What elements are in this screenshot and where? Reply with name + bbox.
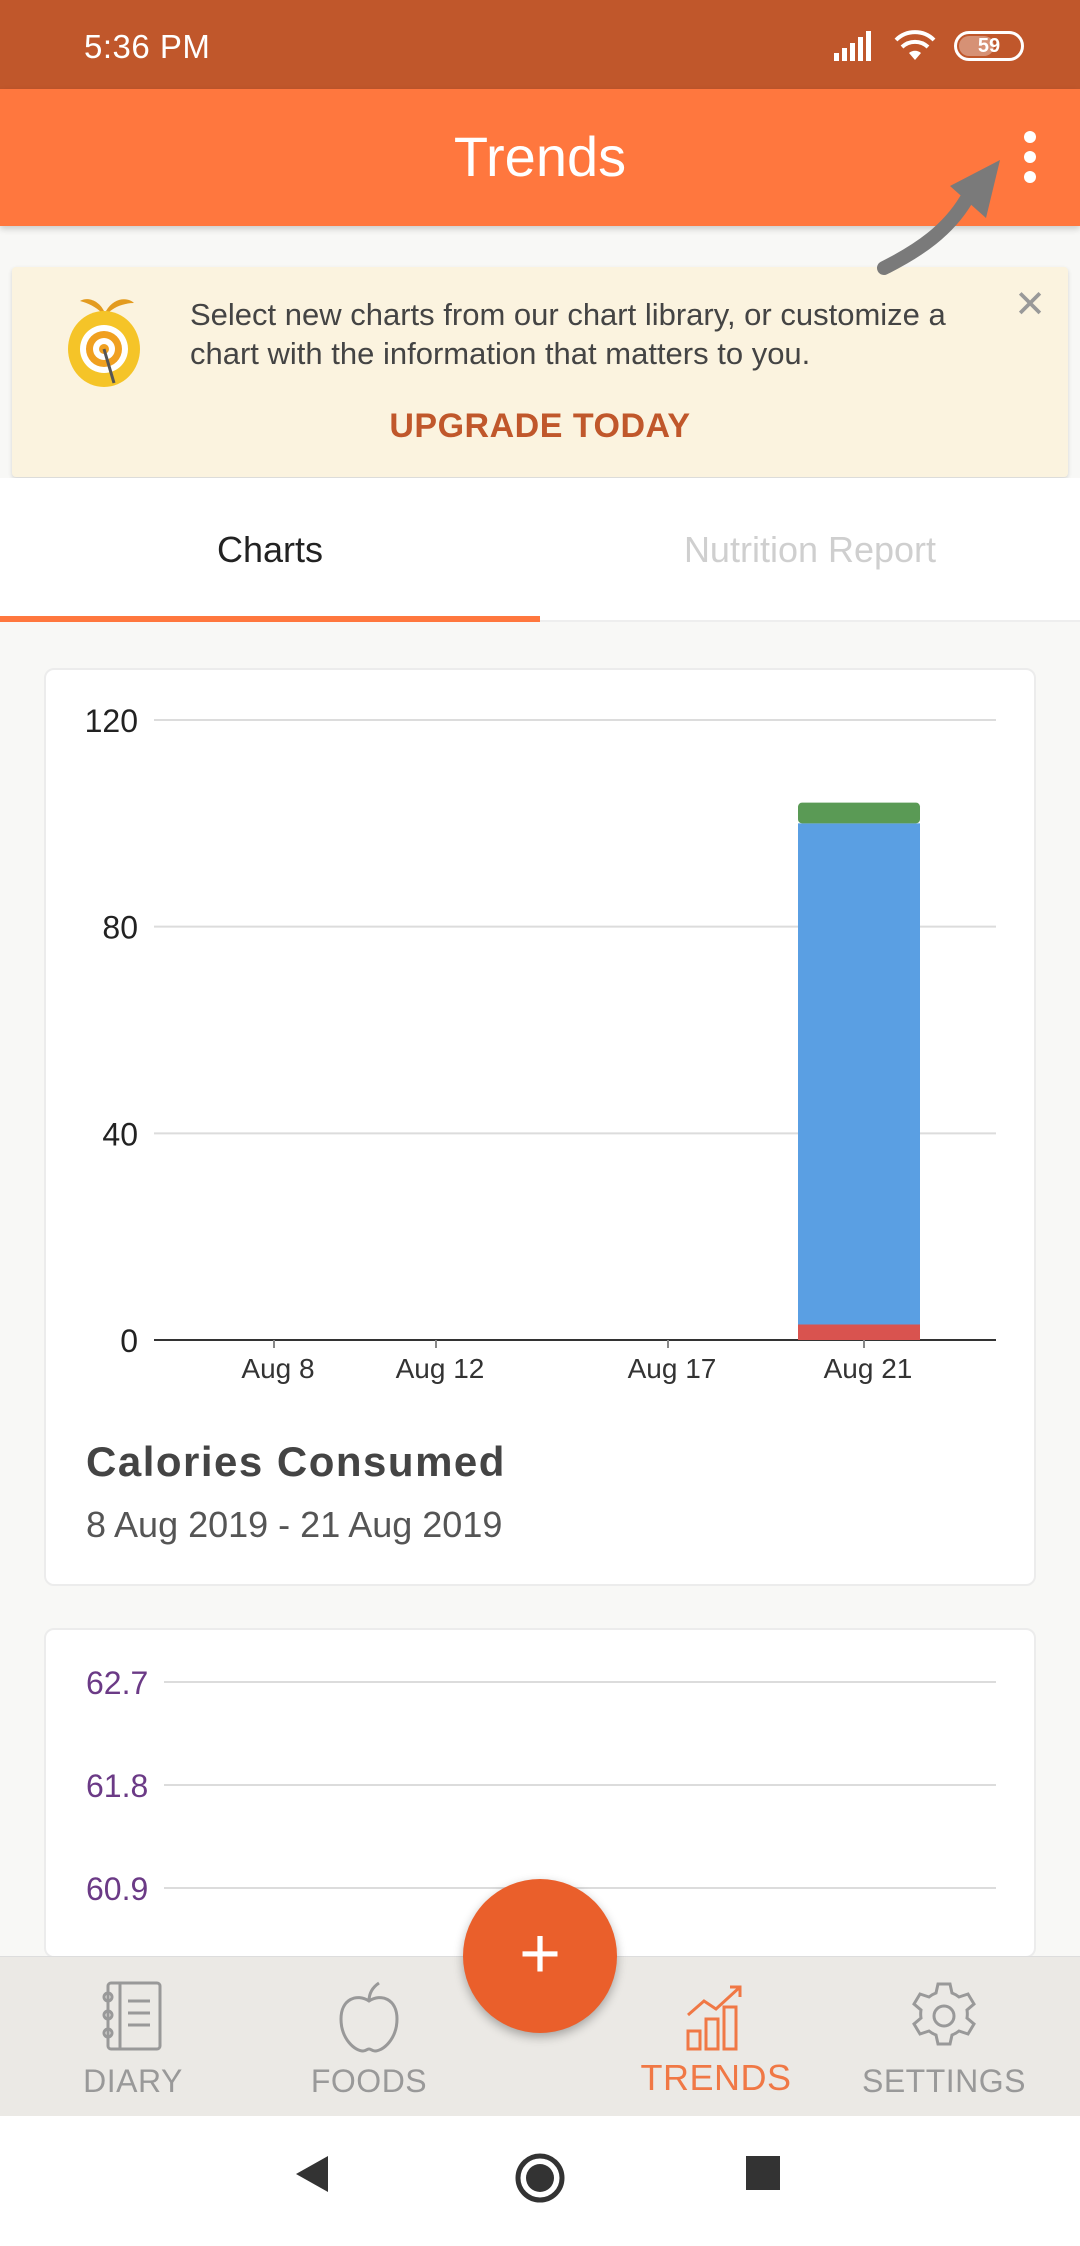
recents-icon[interactable] — [746, 2156, 780, 2190]
nav-label-foods: FOODS — [310, 2063, 428, 2099]
nav-item-foods[interactable]: FOODS — [261, 1957, 477, 2117]
x-tick-label: Aug 21 — [824, 1353, 913, 1384]
nav-label-trends: TRENDS — [640, 2057, 792, 2098]
bar-segment — [798, 802, 920, 824]
system-navigation-bar — [0, 2116, 1080, 2246]
calories-bar-chart: 120 80 40 0 Aug 8 Aug 12 Aug 17 Aug 21 — [85, 703, 996, 1384]
app-bar: Trends — [0, 89, 1080, 226]
tab-bar: Charts Nutrition Report — [0, 478, 1080, 622]
y-tick-label: 80 — [102, 910, 138, 946]
y-tick-label: 0 — [120, 1323, 138, 1359]
weight-line-chart: 62.7 61.8 60.9 — [86, 1665, 996, 1907]
y-tick-label: 120 — [85, 703, 138, 739]
home-icon[interactable] — [514, 2152, 566, 2204]
nav-item-settings[interactable]: SETTINGS — [836, 1957, 1052, 2117]
cell-signal-icon — [834, 31, 871, 61]
bar-segment — [798, 1324, 920, 1340]
apple-icon — [339, 1981, 399, 2053]
upgrade-banner: Select new charts from our chart library… — [12, 267, 1068, 477]
x-tick-label: Aug 8 — [241, 1353, 314, 1384]
status-icons: 59 — [834, 26, 1024, 66]
hint-arrow-icon — [877, 160, 1000, 275]
chart-title: Calories Consumed — [86, 1438, 506, 1485]
chart-date-range: 8 Aug 2019 - 21 Aug 2019 — [86, 1504, 503, 1545]
page-title: Trends — [453, 125, 627, 188]
tab-active-indicator — [0, 616, 540, 622]
y-tick-label: 62.7 — [86, 1665, 148, 1701]
more-options-button[interactable] — [1002, 125, 1058, 189]
nav-item-trends[interactable]: TRENDS — [608, 1957, 824, 2117]
trends-chart-icon — [686, 1985, 742, 2051]
battery-level: 59 — [977, 34, 1001, 57]
more-vert-dot — [1024, 151, 1036, 163]
nav-label-diary: DIARY — [83, 2063, 183, 2099]
more-vert-dot — [1024, 171, 1036, 183]
tab-charts[interactable]: Charts — [216, 529, 324, 570]
x-tick-label: Aug 17 — [628, 1353, 717, 1384]
y-tick-label: 40 — [102, 1116, 138, 1152]
gear-icon — [912, 1982, 976, 2046]
close-banner-button[interactable]: ✕ — [1008, 283, 1052, 327]
battery-indicator: 59 — [954, 31, 1024, 61]
nav-item-diary[interactable]: DIARY — [25, 1957, 241, 2117]
tab-nutrition-report[interactable]: Nutrition Report — [683, 529, 937, 570]
diary-icon — [102, 1981, 162, 2051]
wifi-icon — [894, 30, 936, 60]
banner-message: Select new charts from our chart library… — [190, 297, 946, 371]
status-bar: 5:36 PM 59 — [0, 0, 1080, 89]
back-icon[interactable] — [292, 2152, 332, 2196]
status-time: 5:36 PM — [84, 28, 211, 65]
nav-label-settings: SETTINGS — [861, 2063, 1026, 2099]
x-tick-label: Aug 12 — [396, 1353, 485, 1384]
y-tick-label: 61.8 — [86, 1768, 148, 1804]
upgrade-today-button[interactable]: UPGRADE TODAY — [389, 407, 691, 445]
more-vert-icon — [1024, 131, 1036, 143]
calories-chart-card[interactable]: 120 80 40 0 Aug 8 Aug 12 Aug 17 Aug 21 Calories… — [44, 668, 1036, 1586]
y-tick-label: 60.9 — [86, 1871, 148, 1907]
apple-target-icon — [68, 299, 140, 387]
close-icon: ✕ — [1014, 284, 1046, 326]
add-entry-button[interactable]: + — [463, 1879, 617, 2033]
bar-segment — [798, 823, 920, 1325]
